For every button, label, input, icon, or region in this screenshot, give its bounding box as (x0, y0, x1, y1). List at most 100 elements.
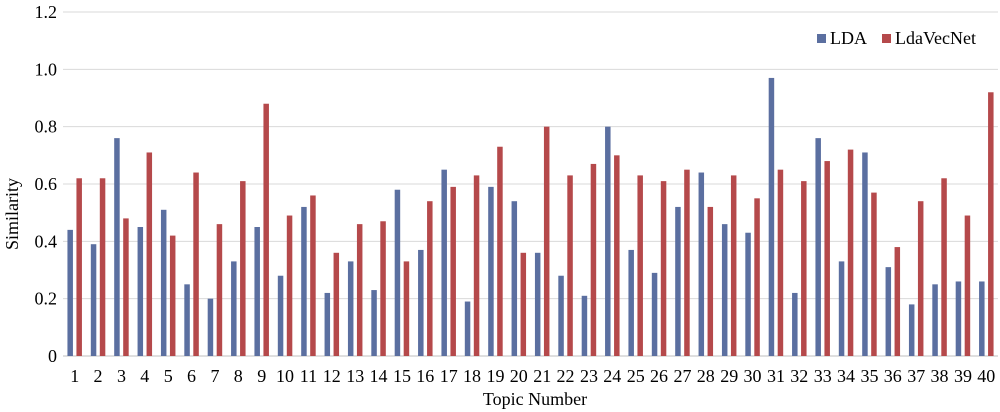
bar-lda-15 (394, 189, 401, 356)
bar-lda-29 (721, 224, 728, 356)
x-tick-label: 40 (977, 366, 995, 386)
bar-lda-31 (768, 77, 775, 357)
bar-lda-27 (675, 206, 681, 356)
y-axis-title: Similarity (2, 178, 22, 250)
bar-ldavecnet-11 (310, 195, 316, 356)
bar-lda-4 (137, 227, 144, 356)
bar-ldavecnet-16 (427, 201, 433, 356)
bar-lda-9 (254, 227, 260, 356)
x-tick-label: 14 (370, 366, 388, 386)
bar-ldavecnet-23 (590, 163, 597, 356)
bar-ldavecnet-30 (754, 198, 760, 356)
x-tick-label: 23 (580, 366, 598, 386)
x-tick-label: 20 (510, 366, 528, 386)
x-tick-label: 26 (650, 366, 668, 386)
bar-lda-30 (745, 232, 751, 356)
x-tick-label: 25 (627, 366, 645, 386)
x-tick-label: 36 (884, 366, 902, 386)
bar-lda-5 (160, 209, 167, 356)
bar-ldavecnet-34 (847, 149, 854, 356)
bar-ldavecnet-33 (824, 161, 830, 356)
bar-lda-10 (277, 275, 284, 356)
x-tick-label: 3 (117, 366, 126, 386)
x-tick-label: 9 (257, 366, 266, 386)
bar-ldavecnet-24 (614, 155, 620, 356)
bar-lda-18 (464, 301, 471, 356)
legend-label-ldavecnet: LdaVecNet (895, 28, 976, 48)
bar-lda-1 (67, 229, 73, 356)
bar-ldavecnet-10 (286, 215, 293, 356)
bar-ldavecnet-17 (450, 186, 456, 356)
x-tick-label: 16 (416, 366, 434, 386)
bar-lda-14 (371, 290, 377, 356)
x-tick-label: 35 (860, 366, 878, 386)
bar-ldavecnet-5 (169, 235, 176, 356)
bar-ldavecnet-28 (707, 206, 714, 356)
bar-lda-35 (862, 152, 868, 356)
gridlines (63, 11, 998, 357)
x-tick-label: 38 (931, 366, 949, 386)
bar-ldavecnet-29 (730, 175, 737, 356)
bar-ldavecnet-9 (263, 103, 269, 356)
bar-ldavecnet-1 (76, 178, 82, 356)
bar-ldavecnet-8 (240, 181, 246, 356)
bar-ldavecnet-39 (964, 215, 971, 356)
x-tick-label: 15 (393, 366, 411, 386)
x-tick-label: 7 (210, 366, 219, 386)
x-tick-label: 30 (744, 366, 762, 386)
bars (67, 77, 994, 357)
bar-lda-8 (231, 261, 237, 356)
x-tick-label: 1 (70, 366, 79, 386)
x-tick-label: 32 (790, 366, 808, 386)
x-tick-label: 10 (276, 366, 294, 386)
bar-ldavecnet-3 (123, 218, 129, 356)
bar-lda-23 (581, 295, 588, 356)
x-axis-title: Topic Number (483, 389, 587, 409)
bar-lda-12 (324, 292, 331, 356)
bar-ldavecnet-38 (941, 178, 947, 356)
x-tick-label: 33 (814, 366, 832, 386)
bar-lda-21 (534, 252, 541, 356)
bar-lda-20 (511, 201, 518, 356)
bar-lda-34 (838, 261, 845, 356)
y-tick-labels: 0 0.2 0.4 0.6 0.8 1.0 1.2 (35, 2, 58, 366)
bar-ldavecnet-14 (380, 221, 386, 356)
bar-ldavecnet-13 (356, 224, 363, 356)
bar-ldavecnet-22 (567, 175, 573, 356)
bar-lda-39 (955, 281, 962, 356)
x-tick-label: 12 (323, 366, 341, 386)
bar-ldavecnet-26 (660, 181, 667, 356)
x-tick-label: 2 (94, 366, 103, 386)
bar-ldavecnet-40 (988, 92, 994, 357)
bar-lda-26 (651, 272, 658, 356)
x-tick-label: 5 (164, 366, 173, 386)
x-tick-label: 28 (697, 366, 715, 386)
x-tick-label: 27 (673, 366, 691, 386)
bar-lda-33 (815, 138, 821, 356)
bar-lda-7 (207, 298, 214, 356)
bar-ldavecnet-12 (333, 252, 340, 356)
x-tick-label: 13 (346, 366, 364, 386)
y-tick-label: 1.2 (35, 2, 58, 22)
bar-ldavecnet-20 (520, 252, 527, 356)
legend-swatch-lda (817, 34, 826, 43)
x-tick-label: 18 (463, 366, 481, 386)
bar-lda-3 (114, 138, 120, 356)
bar-ldavecnet-37 (917, 201, 924, 356)
bar-lda-25 (628, 249, 634, 356)
bar-ldavecnet-18 (473, 175, 480, 356)
legend-swatch-ldavecnet (882, 34, 891, 43)
bar-lda-38 (932, 284, 938, 356)
x-tick-labels: 1 2 3 4 5 6 7 8 9 10 11 12 13 14 15 16 17 18 19 20 21 22 23 24 2… (70, 366, 995, 386)
bar-lda-19 (488, 186, 494, 356)
bar-ldavecnet-27 (684, 169, 690, 356)
x-tick-label: 11 (300, 366, 317, 386)
x-tick-label: 31 (767, 366, 785, 386)
bar-lda-37 (908, 304, 915, 356)
bar-ldavecnet-19 (497, 146, 503, 356)
bar-lda-2 (90, 244, 97, 356)
bar-lda-22 (558, 275, 564, 356)
y-tick-label: 1.0 (35, 59, 58, 79)
y-tick-label: 0 (48, 346, 57, 366)
